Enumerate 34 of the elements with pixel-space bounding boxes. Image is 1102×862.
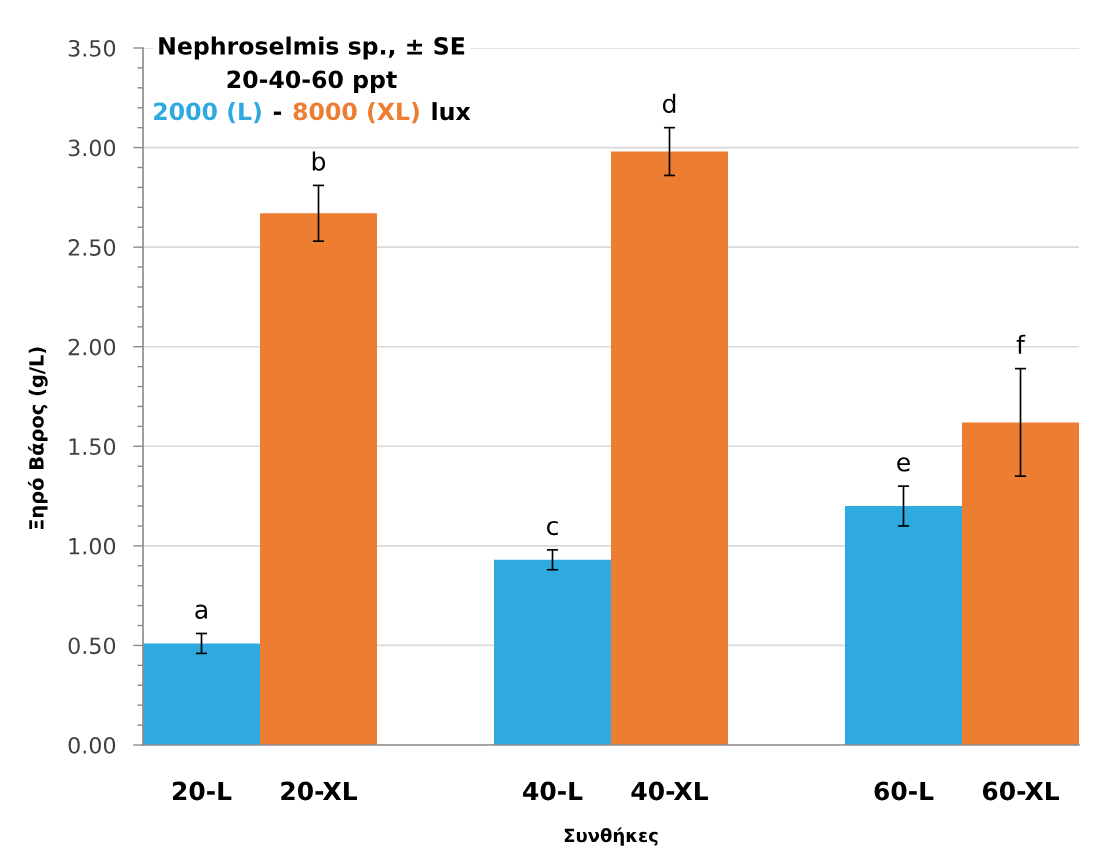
x-axis-title: Συνθήκες xyxy=(564,827,658,846)
bar xyxy=(611,151,728,745)
chart-title: Nephroselmis sp., ± SE xyxy=(159,36,465,60)
y-tick-label: 3.00 xyxy=(68,139,116,157)
annotation: e xyxy=(897,457,910,472)
annotation: b xyxy=(312,151,326,171)
bar xyxy=(845,506,962,745)
bar xyxy=(143,643,260,745)
annotation: d xyxy=(662,93,676,114)
x-tick-label: 40-XL xyxy=(631,781,708,801)
annotation: lux xyxy=(432,102,471,121)
annotation: f xyxy=(1016,334,1026,354)
y-tick-label: 2.50 xyxy=(68,239,116,256)
annotation: - xyxy=(273,111,282,115)
x-tick-label: 20-L xyxy=(172,781,232,801)
y-tick-label: 0.50 xyxy=(68,637,116,655)
x-tick-label: 40-L xyxy=(523,781,583,801)
y-tick-label: 1.00 xyxy=(69,537,116,555)
y-axis-title: Ξηρό Βάρος (g/L) xyxy=(27,347,48,529)
text: 8000 (XL) xyxy=(293,102,419,124)
text: 20-40-60 ppt xyxy=(227,70,397,93)
y-tick-label: 1.50 xyxy=(69,438,116,456)
text: 2000 (L) xyxy=(154,102,261,124)
y-tick-label: 2.00 xyxy=(68,338,116,356)
annotation: a xyxy=(195,604,207,619)
bar xyxy=(494,559,611,745)
x-tick-label: 60-L xyxy=(874,781,934,801)
y-tick-label: 0.00 xyxy=(68,736,116,754)
x-tick-label: 20-XL xyxy=(281,781,357,801)
annotation: c xyxy=(547,520,558,536)
x-tick-label: 60-XL xyxy=(982,781,1059,801)
bar xyxy=(260,213,377,745)
y-tick-label: 3.50 xyxy=(68,39,116,57)
bar xyxy=(962,422,1079,745)
